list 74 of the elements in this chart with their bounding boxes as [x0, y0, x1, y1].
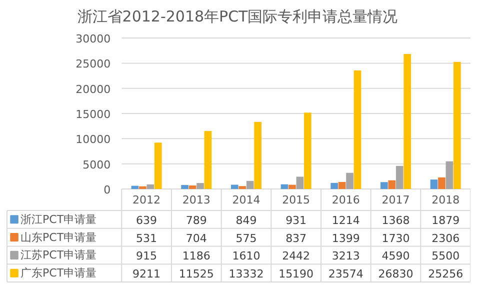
data-label: 15190 — [278, 268, 314, 281]
data-label: 23574 — [328, 268, 364, 281]
data-label: 915 — [136, 250, 158, 263]
y-tick-label: 15000 — [76, 108, 111, 122]
data-label: 11525 — [178, 268, 214, 281]
bar — [346, 172, 354, 189]
data-label: 4590 — [382, 250, 410, 263]
x-tick-label: 2015 — [282, 193, 310, 206]
bar — [188, 185, 196, 189]
data-label: 575 — [236, 232, 257, 245]
data-label: 1214 — [332, 214, 360, 227]
bar — [304, 112, 312, 189]
data-label: 931 — [286, 214, 307, 227]
bar — [288, 184, 296, 189]
bar — [139, 186, 146, 189]
chart-title: 浙江省2012-2018年PCT国际专利申请总量情况 — [77, 8, 398, 26]
bar — [146, 184, 154, 189]
data-label: 639 — [136, 214, 158, 227]
bar — [446, 161, 454, 189]
bar — [230, 184, 238, 189]
x-tick-label: 2016 — [332, 193, 360, 206]
bar — [338, 182, 346, 189]
bar — [388, 180, 396, 189]
bar — [154, 142, 162, 189]
bar — [246, 180, 254, 189]
bar — [196, 183, 204, 189]
bar — [296, 176, 304, 189]
y-tick-label: 20000 — [76, 82, 111, 96]
bar — [280, 184, 288, 189]
bar — [454, 62, 461, 189]
data-label: 849 — [236, 214, 257, 227]
bar — [238, 186, 246, 189]
data-label: 1879 — [432, 214, 460, 227]
x-tick-label: 2018 — [432, 193, 460, 206]
y-tick-label: 10000 — [76, 133, 111, 146]
bar — [254, 122, 262, 189]
data-label: 1610 — [232, 250, 260, 263]
data-label: 1186 — [182, 250, 210, 263]
bar — [354, 70, 362, 189]
x-tick-label: 2017 — [382, 193, 410, 206]
data-label: 2442 — [282, 250, 310, 263]
bar — [430, 180, 438, 189]
data-label: 26830 — [378, 268, 414, 281]
bar — [204, 131, 212, 189]
legend-label: 山东PCT申请量 — [20, 230, 97, 244]
legend-label: 浙江PCT申请量 — [20, 212, 97, 226]
data-label: 531 — [136, 232, 158, 245]
x-tick-label: 2012 — [132, 193, 161, 206]
y-tick-label: 0 — [104, 183, 111, 196]
data-label: 837 — [286, 232, 307, 245]
data-label: 789 — [186, 214, 207, 227]
data-label: 13332 — [228, 268, 264, 281]
bar — [330, 182, 338, 189]
bar — [380, 182, 388, 189]
data-label: 704 — [186, 232, 207, 245]
y-tick-label: 5000 — [82, 158, 111, 172]
y-tick-label: 30000 — [76, 32, 111, 46]
data-label: 1368 — [382, 214, 410, 227]
bar — [404, 54, 411, 189]
data-label: 9211 — [132, 268, 161, 281]
data-label: 2306 — [432, 232, 460, 245]
bar — [438, 177, 446, 189]
bar — [396, 166, 404, 189]
legend-label: 广东PCT申请量 — [20, 266, 97, 280]
data-label: 5500 — [432, 250, 460, 263]
data-label: 3213 — [332, 250, 360, 263]
bar — [181, 185, 188, 189]
x-tick-label: 2014 — [232, 193, 260, 206]
y-tick-label: 25000 — [76, 58, 111, 71]
data-label: 25256 — [428, 268, 464, 281]
x-tick-label: 2013 — [182, 193, 210, 206]
legend-label: 江苏PCT申请量 — [20, 248, 97, 262]
data-label: 1730 — [382, 232, 410, 245]
data-label: 1399 — [332, 232, 360, 245]
